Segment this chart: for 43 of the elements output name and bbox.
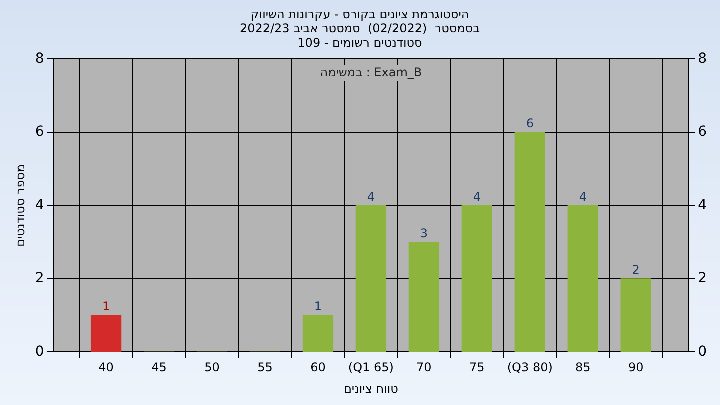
x-tick-label: (Q1 65) bbox=[348, 360, 394, 375]
data-label: 6 bbox=[526, 116, 534, 131]
data-label: 4 bbox=[473, 190, 481, 204]
text: בסמסטר (02/2022) סמסטר אביב 2022/23 bbox=[240, 22, 480, 36]
y2-tick-label: 4 bbox=[698, 197, 708, 214]
bar bbox=[462, 205, 492, 352]
annotation: במשימה : Exam_B bbox=[320, 65, 422, 80]
bar bbox=[568, 205, 598, 352]
bar bbox=[620, 278, 652, 352]
x-tick-label: 85 bbox=[575, 360, 591, 375]
data-label: 2 bbox=[632, 263, 640, 278]
text: היסטוגרמת ציונים בקורס - עקרונות השיווק bbox=[250, 7, 470, 22]
bar bbox=[514, 132, 546, 352]
data-label: 1 bbox=[102, 300, 110, 314]
x-tick-label: 70 bbox=[416, 360, 432, 375]
x-tick-label: 60 bbox=[310, 360, 326, 375]
x-tick-label: 75 bbox=[470, 360, 485, 375]
x-tick-label: 50 bbox=[204, 360, 220, 375]
y2-tick-label: 8 bbox=[698, 50, 708, 67]
data-label: 1 bbox=[314, 300, 322, 314]
y-tick-label: 0 bbox=[35, 344, 44, 360]
x-tick-label: 55 bbox=[258, 360, 273, 375]
data-label: 3 bbox=[420, 226, 428, 240]
data-label: 4 bbox=[579, 190, 587, 204]
x-tick-label: 45 bbox=[152, 360, 167, 375]
y-tick-label: 4 bbox=[35, 197, 44, 214]
y2-tick-label: 6 bbox=[698, 124, 708, 140]
y-tick-label: 6 bbox=[35, 124, 44, 140]
text: סטודנטים רשומים - 109 bbox=[298, 36, 422, 50]
bar bbox=[302, 315, 334, 352]
x-axis-title: טווח ציונים bbox=[344, 382, 399, 396]
x-tick-label: 40 bbox=[98, 360, 114, 375]
data-label: 4 bbox=[367, 190, 376, 204]
x-tick-label: 90 bbox=[628, 360, 644, 375]
x-tick-label: (Q3 80) bbox=[507, 360, 553, 375]
y2-tick-label: 2 bbox=[698, 270, 708, 287]
y-tick-label: 8 bbox=[35, 50, 44, 67]
bar bbox=[356, 205, 387, 352]
y2-tick-label: 0 bbox=[698, 344, 708, 360]
y-axis-title: מספר סטודנטים bbox=[13, 164, 28, 248]
bar bbox=[408, 242, 440, 352]
bar bbox=[90, 315, 122, 352]
y-tick-label: 2 bbox=[35, 270, 44, 287]
